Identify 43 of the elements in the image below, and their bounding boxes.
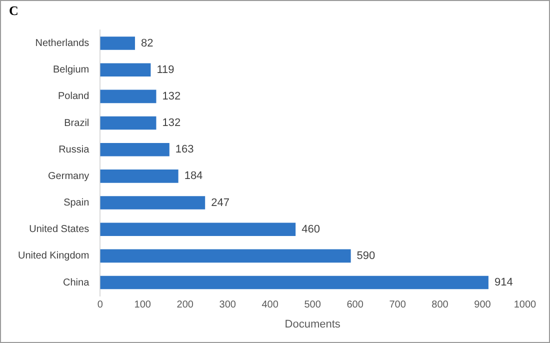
data-label: 914 [494,276,513,289]
y-tick-label: Belgium [53,64,90,76]
bar [100,222,296,236]
bar [100,170,178,183]
data-label: 163 [175,144,194,156]
bar [100,196,206,210]
x-tick-label: 300 [219,300,236,311]
x-tick-label: 400 [262,300,279,311]
data-label: 119 [156,64,174,76]
bar [100,63,151,77]
x-tick-label: 900 [474,300,492,311]
x-tick-label: 800 [432,300,449,311]
data-label: 82 [140,37,154,50]
bar [100,36,135,50]
y-tick-label: Netherlands [35,38,90,50]
x-tick-label: 1000 [514,300,537,311]
bar [100,249,351,263]
y-tick-label: United Kingdom [18,250,90,262]
y-tick-label: Poland [58,91,90,102]
data-label: 460 [302,223,320,236]
bar [100,116,156,130]
x-tick-label: 0 [97,300,104,311]
x-tick-label: 200 [176,300,194,311]
chart-title: C [9,3,18,19]
y-tick-label: United States [29,224,90,236]
y-tick-label: Brazil [64,118,90,129]
y-tick-label: China [63,277,90,288]
bar [100,276,488,290]
x-tick-label: 100 [134,300,152,311]
data-label: 590 [356,250,376,262]
x-tick-label: 500 [304,300,322,311]
data-label: 132 [162,117,181,130]
bar [100,142,170,156]
data-label: 184 [184,170,203,182]
x-axis-title: Documents [284,318,341,330]
x-tick-label: 600 [346,300,364,311]
data-label: 247 [211,196,230,209]
data-label: 132 [162,90,181,102]
x-tick-label: 700 [389,300,406,311]
y-tick-label: Spain [64,198,90,209]
y-tick-label: Germany [48,170,90,182]
y-tick-label: Russia [58,144,90,156]
bar [100,90,156,104]
